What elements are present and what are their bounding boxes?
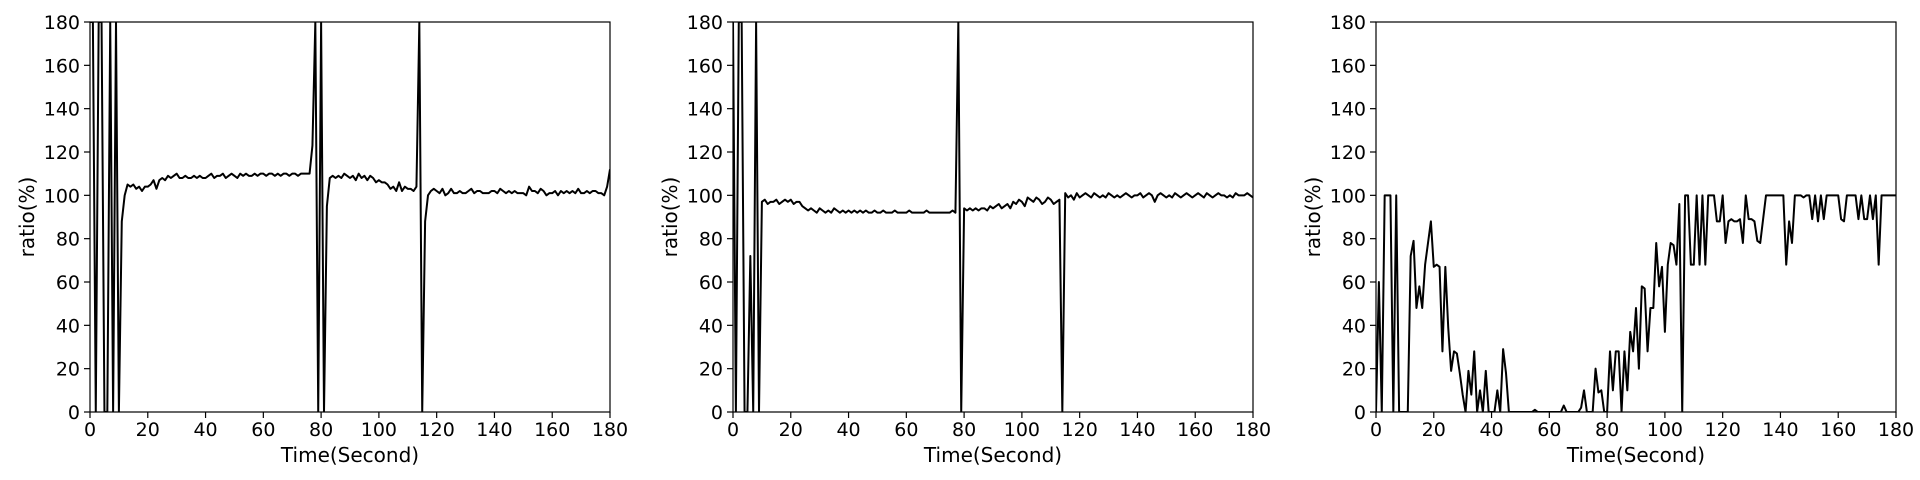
y-tick-label: 160 (44, 55, 80, 77)
x-tick-label: 80 (1595, 419, 1619, 441)
y-tick-label: 40 (56, 315, 80, 337)
y-tick-label: 20 (56, 359, 80, 381)
x-tick-label: 0 (84, 419, 96, 441)
y-tick-label: 120 (1330, 142, 1366, 164)
x-tick-label: 40 (1479, 419, 1503, 441)
y-tick-label: 80 (1342, 229, 1366, 251)
y-tick-label: 160 (1330, 55, 1366, 77)
x-tick-label: 80 (952, 419, 976, 441)
y-tick-label: 180 (44, 12, 80, 34)
y-axis-label: ratio(%) (1301, 177, 1325, 258)
y-tick-label: 180 (1330, 12, 1366, 34)
x-tick-label: 20 (136, 419, 160, 441)
y-tick-label: 160 (687, 55, 723, 77)
y-tick-label: 80 (699, 229, 723, 251)
y-tick-label: 120 (687, 142, 723, 164)
y-axis-label: ratio(%) (15, 177, 39, 258)
x-tick-label: 160 (1820, 419, 1856, 441)
x-axis-label: Time(Second) (1566, 443, 1705, 467)
x-tick-label: 60 (894, 419, 918, 441)
y-tick-label: 100 (1330, 185, 1366, 207)
y-tick-label: 140 (1330, 99, 1366, 121)
series-line (90, 22, 610, 412)
x-tick-label: 20 (779, 419, 803, 441)
x-axis-label: Time(Second) (923, 443, 1062, 467)
y-tick-label: 140 (687, 99, 723, 121)
x-tick-label: 100 (1647, 419, 1683, 441)
y-tick-label: 80 (56, 229, 80, 251)
y-tick-label: 40 (699, 315, 723, 337)
plot-frame (1375, 21, 1897, 413)
y-tick-label: 0 (68, 402, 80, 424)
x-tick-label: 40 (836, 419, 860, 441)
y-tick-label: 60 (56, 272, 80, 294)
y-tick-label: 100 (44, 185, 80, 207)
chart-panel-3: 0 20 40 60 80 100 120 140 160 180 0 20 40 60 80 100 120 1… (1301, 12, 1914, 467)
x-tick-label: 180 (592, 419, 628, 441)
x-tick-label: 0 (727, 419, 739, 441)
y-tick-label: 0 (711, 402, 723, 424)
x-tick-label: 180 (1235, 419, 1271, 441)
y-axis-label: ratio(%) (658, 177, 682, 258)
x-tick-label: 120 (419, 419, 455, 441)
x-tick-label: 80 (309, 419, 333, 441)
y-tick-label: 20 (1342, 359, 1366, 381)
y-tick-label: 60 (699, 272, 723, 294)
y-tick-label: 60 (1342, 272, 1366, 294)
x-tick-label: 60 (251, 419, 275, 441)
plot-frame (732, 21, 1254, 413)
x-tick-label: 0 (1370, 419, 1382, 441)
x-axis-label: Time(Second) (280, 443, 419, 467)
x-tick-label: 100 (361, 419, 397, 441)
y-tick-label: 0 (1354, 402, 1366, 424)
x-tick-label: 140 (476, 419, 512, 441)
x-tick-label: 60 (1537, 419, 1561, 441)
y-tick-label: 100 (687, 185, 723, 207)
x-tick-label: 40 (193, 419, 217, 441)
x-tick-label: 140 (1119, 419, 1155, 441)
x-tick-label: 140 (1762, 419, 1798, 441)
x-tick-label: 100 (1004, 419, 1040, 441)
x-tick-label: 20 (1422, 419, 1446, 441)
chart-panel-1: 0 20 40 60 80 100 120 140 160 180 0 20 40 60 80 100 120 1… (15, 12, 628, 467)
y-tick-label: 180 (687, 12, 723, 34)
x-tick-label: 120 (1062, 419, 1098, 441)
plot-frame (89, 21, 611, 413)
y-tick-label: 120 (44, 142, 80, 164)
x-tick-label: 180 (1878, 419, 1914, 441)
chart-panel-2: 0 20 40 60 80 100 120 140 160 180 0 20 40 60 80 100 120 1… (658, 12, 1271, 467)
y-tick-label: 40 (1342, 315, 1366, 337)
x-tick-label: 120 (1705, 419, 1741, 441)
series-line (1376, 194, 1896, 412)
x-tick-label: 160 (1177, 419, 1213, 441)
y-tick-label: 140 (44, 99, 80, 121)
y-tick-label: 20 (699, 359, 723, 381)
x-tick-label: 160 (534, 419, 570, 441)
series-line (733, 22, 1253, 412)
